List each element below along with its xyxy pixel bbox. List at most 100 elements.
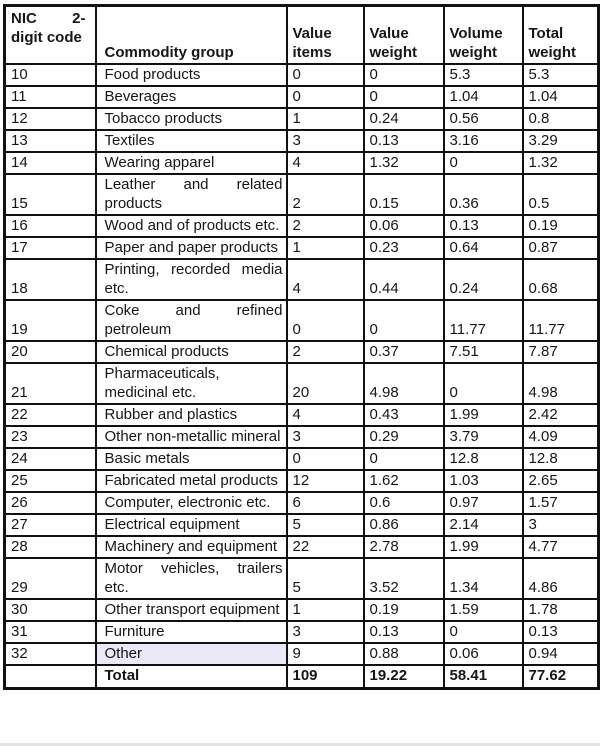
table-row: 10 Food products 0 0 5.3 5.3	[3, 62, 600, 87]
cell-code	[3, 663, 97, 689]
cell-total-weight: 4.98	[521, 361, 600, 405]
table-row: 27 Electrical equipment 5 0.86 2.14 3	[3, 512, 600, 537]
cell-volume-weight: 1.03	[442, 468, 524, 493]
cell-value-items: 1	[285, 106, 365, 131]
cell-value-items: 5	[285, 556, 365, 600]
cell-total-weight: 1.78	[521, 597, 600, 622]
table-row: 23 Other non-metallic mineral 3 0.29 3.79 4.0…	[3, 424, 600, 449]
cell-volume-weight: 0.97	[442, 490, 524, 515]
cell-total-weight: 2.65	[521, 468, 600, 493]
cell-commodity: Printing, recorded media etc.	[94, 257, 288, 301]
cell-code: 31	[3, 619, 97, 644]
cell-volume-weight: 7.51	[442, 339, 524, 364]
cell-value-weight: 0	[362, 298, 445, 342]
column-header-volume-weight: Volume weight	[442, 4, 524, 65]
cell-volume-weight: 1.34	[442, 556, 524, 600]
cell-value-weight: 0	[362, 62, 445, 87]
column-header-nic-code: NIC 2-digit code	[3, 4, 97, 65]
cell-commodity: Textiles	[94, 128, 288, 153]
cell-code: 12	[3, 106, 97, 131]
cell-volume-weight: 1.99	[442, 402, 524, 427]
cell-commodity: Basic metals	[94, 446, 288, 471]
cell-value-items: 109	[285, 663, 365, 689]
cell-code: 10	[3, 62, 97, 87]
cell-code: 15	[3, 172, 97, 216]
cell-value-weight: 0.19	[362, 597, 445, 622]
cell-code: 22	[3, 402, 97, 427]
cell-volume-weight: 11.77	[442, 298, 524, 342]
commodity-weights-table: NIC 2-digit code Commodity group Value i…	[3, 4, 600, 690]
cell-value-weight: 0.6	[362, 490, 445, 515]
table-row: 24 Basic metals 0 0 12.8 12.8	[3, 446, 600, 471]
cell-value-weight: 0.13	[362, 128, 445, 153]
cell-value-weight: 0.88	[362, 641, 445, 666]
cell-total-weight: 4.86	[521, 556, 600, 600]
cell-total-weight: 4.09	[521, 424, 600, 449]
cell-total-weight: 0.94	[521, 641, 600, 666]
cell-code: 14	[3, 150, 97, 175]
cell-total-weight: 3	[521, 512, 600, 537]
cell-commodity: Wood and of products etc.	[94, 213, 288, 238]
table-row: 19 Coke and refined petroleum 0 0 11.77 11.77	[3, 298, 600, 342]
cell-total-weight: 0.5	[521, 172, 600, 216]
cell-value-items: 0	[285, 446, 365, 471]
cell-value-items: 0	[285, 84, 365, 109]
cell-commodity: Electrical equipment	[94, 512, 288, 537]
cell-code: 18	[3, 257, 97, 301]
cell-volume-weight: 58.41	[442, 663, 524, 689]
cell-value-weight: 1.62	[362, 468, 445, 493]
cell-commodity: Food products	[94, 62, 288, 87]
cell-code: 32	[3, 641, 97, 666]
cell-code: 16	[3, 213, 97, 238]
cell-commodity: Coke and refined petroleum	[94, 298, 288, 342]
cell-volume-weight: 0.64	[442, 235, 524, 260]
table-row: 22 Rubber and plastics 4 0.43 1.99 2.42	[3, 402, 600, 427]
cell-total-weight: 0.19	[521, 213, 600, 238]
cell-code: 21	[3, 361, 97, 405]
table-row: 25 Fabricated metal products 12 1.62 1.03 2.6…	[3, 468, 600, 493]
cell-volume-weight: 0	[442, 619, 524, 644]
cell-commodity: Machinery and equipment	[94, 534, 288, 559]
cell-total-weight: 12.8	[521, 446, 600, 471]
cell-volume-weight: 0	[442, 150, 524, 175]
cell-value-items: 0	[285, 62, 365, 87]
cell-volume-weight: 1.59	[442, 597, 524, 622]
cell-code: 27	[3, 512, 97, 537]
table-header: NIC 2-digit code Commodity group Value i…	[3, 4, 600, 65]
cell-value-items: 22	[285, 534, 365, 559]
cell-value-items: 1	[285, 597, 365, 622]
cell-code: 20	[3, 339, 97, 364]
table-row: 16 Wood and of products etc. 2 0.06 0.13 0.19	[3, 213, 600, 238]
table-row: 13 Textiles 3 0.13 3.16 3.29	[3, 128, 600, 153]
cell-commodity: Pharmaceuticals, medicinal etc.	[94, 361, 288, 405]
cell-value-weight: 0.43	[362, 402, 445, 427]
cell-volume-weight: 5.3	[442, 62, 524, 87]
table-row: 29 Motor vehicles, trailers etc. 5 3.52 1.34…	[3, 556, 600, 600]
column-header-commodity: Commodity group	[94, 4, 288, 65]
table-row: 32 Other 9 0.88 0.06 0.94	[3, 641, 600, 666]
cell-total-weight: 0.13	[521, 619, 600, 644]
cell-value-weight: 0.37	[362, 339, 445, 364]
table-row: 14 Wearing apparel 4 1.32 0 1.32	[3, 150, 600, 175]
cell-value-items: 5	[285, 512, 365, 537]
column-header-value-items: Value items	[285, 4, 365, 65]
cell-total-weight: 0.87	[521, 235, 600, 260]
cell-commodity: Tobacco products	[94, 106, 288, 131]
cell-commodity: Beverages	[94, 84, 288, 109]
cell-code: 23	[3, 424, 97, 449]
cell-code: 19	[3, 298, 97, 342]
cell-commodity: Total	[94, 663, 288, 689]
cell-volume-weight: 0.13	[442, 213, 524, 238]
column-header-value-weight: Value weight	[362, 4, 445, 65]
cell-code: 30	[3, 597, 97, 622]
cell-commodity: Fabricated metal products	[94, 468, 288, 493]
cell-value-items: 2	[285, 213, 365, 238]
cell-value-items: 12	[285, 468, 365, 493]
cell-code: 29	[3, 556, 97, 600]
header-row: NIC 2-digit code Commodity group Value i…	[3, 4, 600, 65]
table-row: 15 Leather and related products 2 0.15 0.36 0…	[3, 172, 600, 216]
cell-code: 17	[3, 235, 97, 260]
cell-value-items: 3	[285, 128, 365, 153]
cell-total-weight: 11.77	[521, 298, 600, 342]
table-row: 18 Printing, recorded media etc. 4 0.44 0.24…	[3, 257, 600, 301]
